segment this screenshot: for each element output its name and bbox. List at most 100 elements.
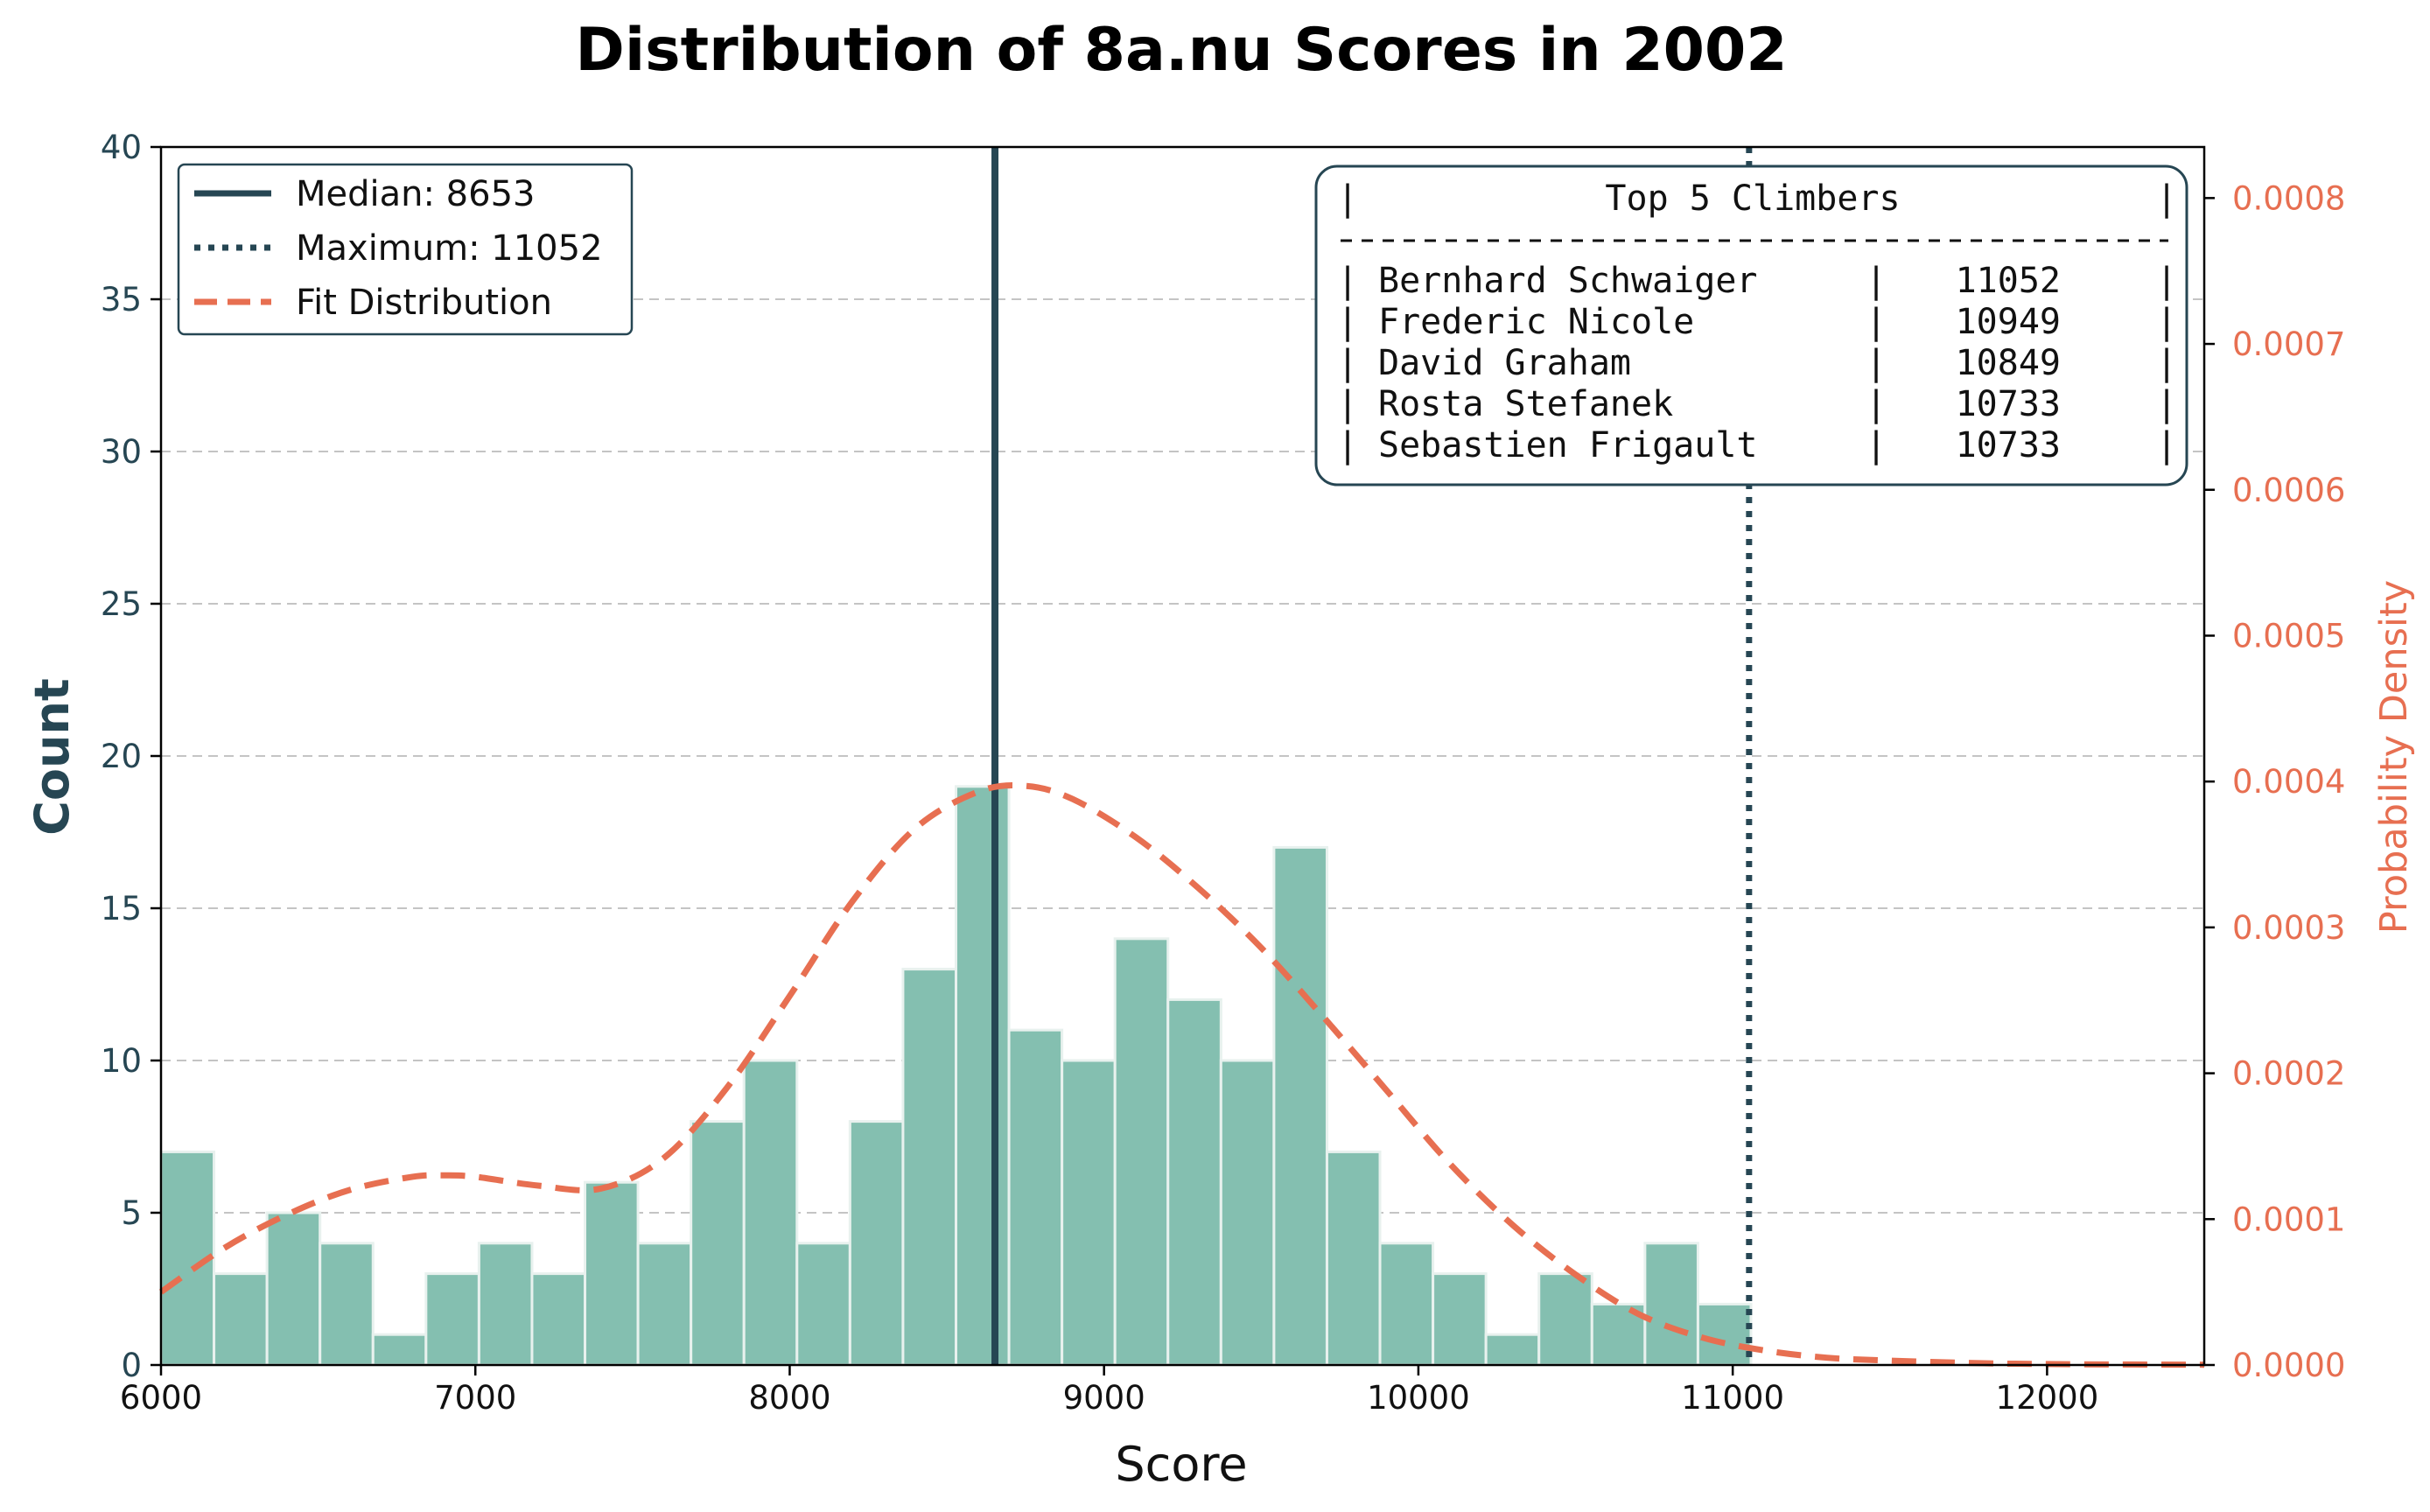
histogram-bar	[1325, 1150, 1382, 1367]
histogram-bar	[1696, 1302, 1753, 1367]
table-climber-score: 11052	[1956, 261, 2061, 301]
y-tick-label: 5	[121, 1194, 142, 1232]
top-climbers-table: | | Top 5 Climbers | Bernhard Schwaiger | 1…	[1314, 164, 2188, 486]
histogram-bar	[1484, 1333, 1541, 1367]
table-border-right-header: |	[2156, 178, 2177, 219]
table-climber-name: Sebastien Frigault	[1378, 425, 1757, 466]
table-border: |	[1337, 425, 1358, 466]
histogram-bar	[795, 1242, 851, 1367]
table-header: Top 5 Climbers	[1605, 178, 1900, 219]
histogram-bar	[1061, 1059, 1117, 1367]
table-climber-score: 10733	[1956, 384, 2061, 424]
table-climber-name: Bernhard Schwaiger	[1378, 261, 1757, 301]
histogram-bar	[1643, 1242, 1699, 1367]
right-y-axis-ticks: 0.0000 0.0001 0.0002 0.0003 0.0004 0.0005 0.00…	[2204, 179, 2345, 1384]
table-border: |	[1337, 343, 1358, 383]
histogram-bar	[584, 1180, 640, 1367]
histogram-bar	[901, 968, 957, 1367]
histogram-bar	[213, 1272, 269, 1367]
x-tick-label: 9000	[1063, 1379, 1145, 1417]
table-border: |	[1866, 425, 1887, 466]
reference-lines	[991, 147, 1753, 1365]
y-tick-label: 0	[121, 1347, 142, 1384]
x-tick-label: 8000	[748, 1379, 830, 1417]
right-y-tick-label: 0.0001	[2232, 1200, 2345, 1238]
histogram-bars	[159, 785, 1753, 1367]
right-y-tick-label: 0.0003	[2232, 909, 2345, 947]
histogram-bar	[1537, 1272, 1593, 1367]
fit-distribution-line	[159, 782, 2205, 1368]
table-border: |	[2156, 425, 2177, 466]
legend-box	[177, 163, 634, 336]
table-border: |	[1337, 384, 1358, 424]
right-y-tick-label: 0.0000	[2232, 1347, 2345, 1384]
table-border: |	[1866, 261, 1887, 301]
table-climber-score: 10849	[1956, 343, 2061, 383]
legend-median-label: Median: 8653	[296, 174, 535, 214]
histogram-bar	[1432, 1272, 1488, 1367]
y-tick-label: 40	[101, 129, 142, 166]
table-border: |	[2156, 261, 2177, 301]
table-rows: | Bernhard Schwaiger | 11052 || Frederic Nico…	[1337, 261, 2177, 466]
x-tick-label: 10000	[1367, 1379, 1470, 1417]
histogram-bar	[742, 1059, 799, 1367]
table-border: |	[2156, 384, 2177, 424]
right-y-tick-label: 0.0002	[2232, 1055, 2345, 1093]
y-tick-label: 30	[101, 433, 142, 471]
y-axis-title: Count	[25, 678, 80, 835]
histogram-bar	[371, 1333, 428, 1367]
right-y-tick-label: 0.0007	[2232, 326, 2345, 363]
y-tick-label: 15	[101, 890, 142, 928]
x-tick-label: 7000	[434, 1379, 516, 1417]
histogram-bar	[1113, 937, 1170, 1367]
y-tick-label: 20	[101, 738, 142, 775]
table-border: |	[1866, 343, 1887, 383]
y-axis-ticks: 0 5 10 15 20 25 30 35 40	[101, 129, 161, 1384]
x-axis-ticks: 6000 7000 8000 9000 10000 11000 12000	[120, 1365, 2098, 1417]
histogram-bar	[848, 1120, 905, 1367]
chart-title: Distribution of 8a.nu Scores in 2002	[575, 16, 1787, 85]
legend: Median: 8653 Maximum: 11052 Fit Distribu…	[177, 163, 634, 336]
table-border: |	[1866, 302, 1887, 342]
table-border: |	[1337, 302, 1358, 342]
table-border-left-header: |	[1337, 178, 1358, 219]
table-border: |	[1866, 384, 1887, 424]
table-climber-name: Frederic Nicole	[1378, 302, 1694, 342]
table-climber-name: Rosta Stefanek	[1378, 384, 1673, 424]
table-border: |	[1337, 261, 1358, 301]
x-tick-label: 12000	[1996, 1379, 2099, 1417]
histogram-bar	[530, 1272, 587, 1367]
histogram-bar	[1272, 845, 1328, 1367]
table-box	[1314, 164, 2188, 486]
right-y-tick-label: 0.0008	[2232, 179, 2345, 217]
right-y-tick-label: 0.0004	[2232, 763, 2345, 801]
right-y-tick-label: 0.0006	[2232, 472, 2345, 509]
histogram-bar	[265, 1211, 322, 1367]
y-tick-label: 35	[101, 281, 142, 318]
histogram-bar	[1166, 998, 1222, 1367]
legend-fit-label: Fit Distribution	[296, 283, 552, 323]
right-y-axis-title: Probability Density	[2372, 580, 2416, 934]
table-border: |	[2156, 302, 2177, 342]
x-axis-title: Score	[1115, 1437, 1247, 1492]
table-climber-name: David Graham	[1378, 343, 1631, 383]
histogram-bar	[636, 1242, 693, 1367]
histogram-bar	[319, 1242, 375, 1367]
table-border: |	[2156, 343, 2177, 383]
histogram-bar	[1378, 1242, 1435, 1367]
right-y-tick-label: 0.0005	[2232, 617, 2345, 654]
histogram-bar	[1219, 1059, 1276, 1367]
histogram-bar	[1007, 1028, 1064, 1367]
y-tick-label: 25	[101, 585, 142, 623]
y-tick-label: 10	[101, 1042, 142, 1080]
histogram-bar	[477, 1242, 534, 1367]
x-tick-label: 11000	[1681, 1379, 1784, 1417]
histogram-bar	[424, 1272, 480, 1367]
x-tick-label: 6000	[120, 1379, 202, 1417]
table-climber-score: 10733	[1956, 425, 2061, 466]
legend-maximum-label: Maximum: 11052	[296, 228, 603, 269]
histogram-bar	[954, 785, 1011, 1367]
table-climber-score: 10949	[1956, 302, 2061, 342]
histogram-bar	[690, 1120, 746, 1367]
